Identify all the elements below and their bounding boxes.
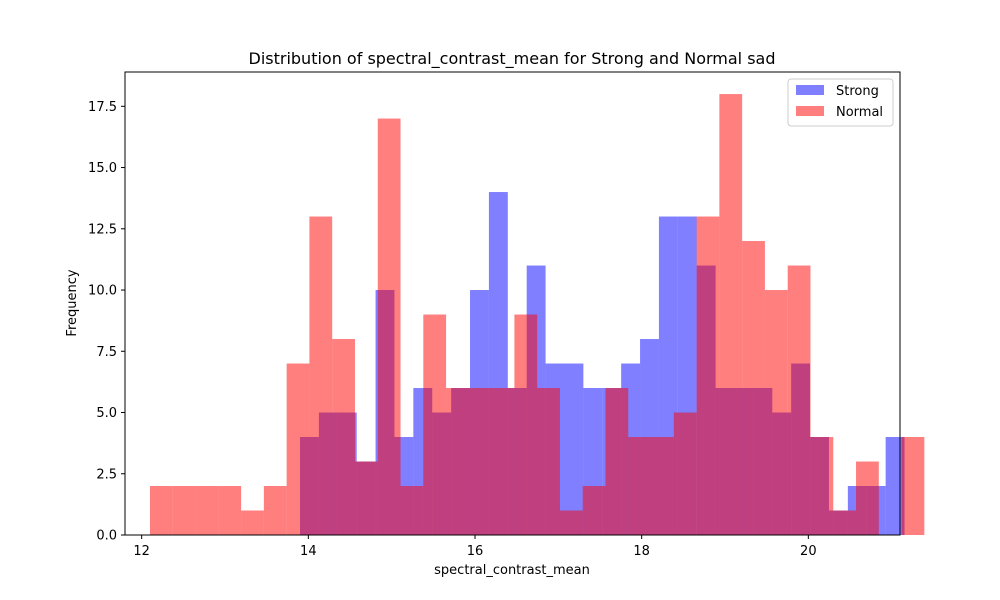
bar-normal-11 <box>400 486 424 535</box>
bar-normal-2 <box>195 486 219 535</box>
bar-normal-10 <box>377 118 401 535</box>
legend-label-normal: Normal <box>836 105 883 120</box>
bar-normal-33 <box>901 437 925 535</box>
bar-normal-25 <box>719 94 743 536</box>
bar-normal-5 <box>263 486 287 535</box>
bar-normal-27 <box>764 290 788 535</box>
x-tick-label: 18 <box>633 544 650 559</box>
bar-normal-28 <box>787 265 811 535</box>
bar-normal-17 <box>537 388 560 535</box>
bar-normal-7 <box>309 216 333 535</box>
bar-normal-3 <box>218 486 242 535</box>
bar-strong-14 <box>564 363 584 535</box>
y-axis-ticks: 0.0 2.5 5.0 7.5 10.0 12.5 15.0 17.5 <box>88 100 125 544</box>
plot-frame <box>124 71 901 536</box>
x-tick-label: 16 <box>467 544 484 559</box>
chart-title: Distribution of spectral_contrast_mean f… <box>249 49 776 69</box>
bar-normal-16 <box>514 314 538 535</box>
bar-normal-22 <box>651 437 674 535</box>
bars-layer <box>150 94 925 536</box>
bar-normal-14 <box>468 388 492 535</box>
bar-normal-23 <box>673 412 697 535</box>
legend: Strong Normal <box>787 78 894 127</box>
y-tick-label: 12.5 <box>88 222 117 237</box>
y-tick-label: 2.5 <box>96 467 117 482</box>
bar-normal-13 <box>446 388 469 535</box>
bar-normal-8 <box>332 339 355 535</box>
bar-normal-19 <box>582 486 606 535</box>
bar-normal-30 <box>833 510 857 535</box>
bar-normal-1 <box>172 486 196 535</box>
bar-normal-9 <box>354 461 378 535</box>
y-tick-label: 7.5 <box>96 345 117 360</box>
x-tick-label: 14 <box>300 544 317 559</box>
y-axis-label: Frequency <box>65 269 80 336</box>
bar-normal-26 <box>742 241 765 535</box>
bar-normal-12 <box>423 314 447 535</box>
bar-normal-15 <box>491 388 515 535</box>
bar-normal-24 <box>696 216 720 535</box>
y-tick-label: 0.0 <box>96 529 117 544</box>
y-tick-label: 10.0 <box>88 284 117 299</box>
legend-swatch-strong <box>796 85 824 95</box>
y-tick-label: 5.0 <box>96 406 117 421</box>
bar-normal-0 <box>150 486 173 535</box>
y-tick-label: 15.0 <box>88 161 117 176</box>
bar-normal-31 <box>856 461 879 535</box>
bar-normal-21 <box>628 437 652 535</box>
bar-normal-6 <box>286 363 310 535</box>
legend-swatch-normal <box>796 106 824 116</box>
x-axis-ticks: 12 14 16 18 20 <box>133 535 817 559</box>
bar-normal-29 <box>810 437 834 535</box>
x-tick-label: 12 <box>133 544 150 559</box>
bar-normal-18 <box>559 510 583 535</box>
x-tick-label: 20 <box>800 544 817 559</box>
bar-normal-4 <box>241 510 264 535</box>
bar-normal-20 <box>605 388 629 535</box>
x-axis-label: spectral_contrast_mean <box>434 563 590 578</box>
y-tick-label: 17.5 <box>88 100 117 115</box>
legend-label-strong: Strong <box>836 84 879 99</box>
